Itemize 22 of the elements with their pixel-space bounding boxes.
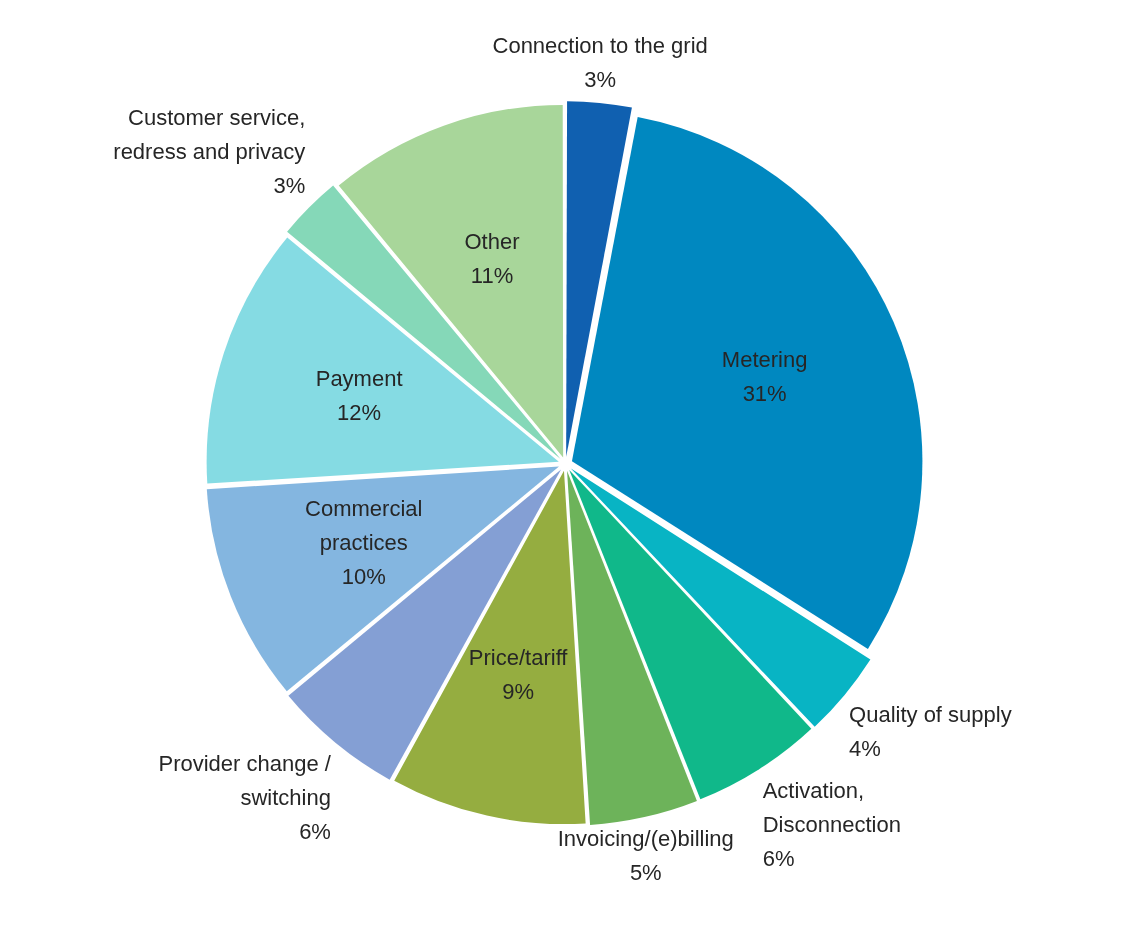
data-label: 31% bbox=[742, 380, 787, 406]
slice-label: Price/tariff bbox=[468, 644, 569, 670]
slice-label: Customer service, redress and privacy bbox=[113, 104, 306, 164]
slice-label: Other bbox=[464, 228, 520, 254]
slice-label: Activation, Disconnection bbox=[762, 777, 901, 837]
data-label: 3% bbox=[273, 172, 306, 198]
slice-label: Quality of supply bbox=[849, 701, 1012, 727]
data-label: 6% bbox=[299, 818, 331, 844]
slice-label: Provider change / switching bbox=[158, 750, 332, 810]
data-label: 10% bbox=[341, 563, 386, 589]
data-label: 12% bbox=[337, 400, 382, 426]
slice-label: Connection to the grid bbox=[492, 32, 708, 58]
slice-label: Payment bbox=[315, 366, 403, 392]
data-label: 5% bbox=[629, 860, 662, 886]
slice-label: Invoicing/(e)billing bbox=[557, 826, 734, 852]
data-label: 4% bbox=[849, 735, 881, 761]
data-label: 3% bbox=[584, 66, 617, 92]
slice-label: Commercial practices bbox=[305, 495, 423, 555]
data-label: 11% bbox=[470, 262, 514, 288]
data-label: 9% bbox=[502, 678, 535, 704]
data-label: 6% bbox=[762, 845, 795, 871]
slice-label: Metering bbox=[721, 346, 808, 372]
